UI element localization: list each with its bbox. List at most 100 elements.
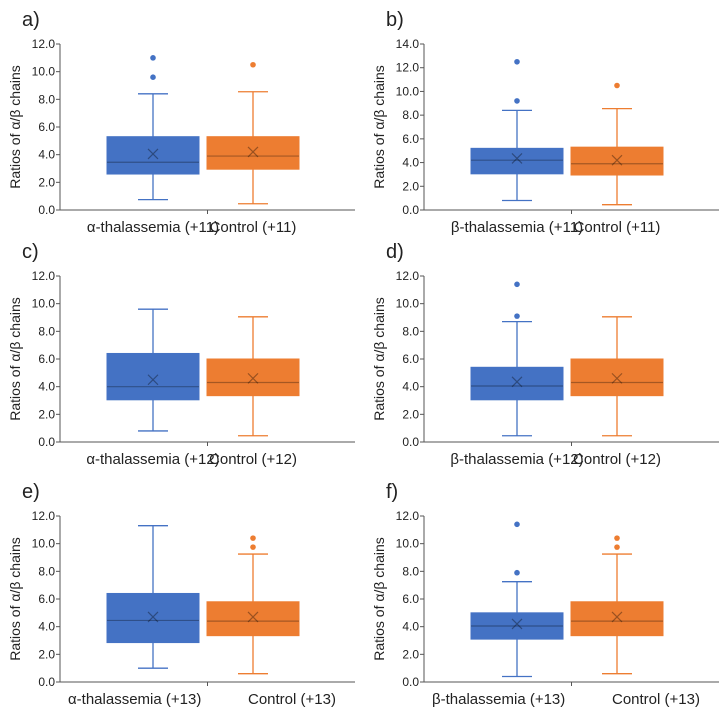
- mean-marker: [511, 618, 523, 630]
- mean-marker: [147, 148, 159, 160]
- y-tick-label: 4.0: [38, 380, 55, 394]
- y-tick-label: 6.0: [38, 352, 55, 366]
- mean-marker: [147, 374, 159, 386]
- box-iqr: [570, 146, 664, 176]
- x-category-label: β-thalassemia (+12): [450, 451, 583, 468]
- y-tick-label: 12.0: [32, 37, 56, 51]
- y-tick-label: 12.0: [396, 269, 420, 283]
- mean-marker: [247, 611, 259, 623]
- mean-marker: [611, 611, 623, 623]
- y-tick-label: 8.0: [402, 324, 419, 338]
- y-tick-label: 12.0: [396, 61, 420, 75]
- panel-label: a): [22, 9, 40, 31]
- x-category-label: α-thalassemia (+12): [86, 451, 219, 468]
- y-tick-label: 12.0: [32, 269, 56, 283]
- outlier-point: [150, 55, 156, 61]
- y-tick-label: 12.0: [32, 509, 56, 523]
- outlier-point: [614, 535, 620, 541]
- y-axis-label: Ratios of α/β chains: [7, 65, 23, 189]
- y-tick-label: 8.0: [38, 324, 55, 338]
- y-tick-label: 8.0: [38, 92, 55, 106]
- y-tick-label: 0.0: [38, 435, 55, 449]
- x-category-label: Control (+13): [612, 691, 700, 708]
- y-tick-label: 6.0: [402, 352, 419, 366]
- y-tick-label: 10.0: [396, 84, 420, 98]
- y-tick-label: 8.0: [402, 108, 419, 122]
- y-tick-label: 0.0: [38, 675, 55, 689]
- mean-marker: [511, 376, 523, 388]
- y-tick-label: 2.0: [38, 647, 55, 661]
- outlier-point: [514, 313, 520, 319]
- outlier-point: [250, 535, 256, 541]
- outlier-point: [514, 281, 520, 288]
- x-category-label: α-thalassemia (+11): [87, 219, 219, 236]
- outlier-point: [514, 98, 520, 104]
- x-category-label: Control (+11): [210, 219, 297, 236]
- y-axis-label: Ratios of α/β chains: [371, 537, 387, 661]
- outlier-point: [514, 521, 520, 528]
- y-tick-label: 2.0: [402, 647, 419, 661]
- x-category-label: Control (+13): [248, 691, 336, 708]
- y-axis-label: Ratios of α/β chains: [7, 537, 23, 661]
- y-tick-label: 2.0: [38, 407, 55, 421]
- mean-marker: [611, 372, 623, 384]
- y-tick-label: 4.0: [38, 620, 55, 634]
- x-category-label: β-thalassemia (+11): [451, 219, 583, 236]
- y-tick-label: 10.0: [396, 297, 420, 311]
- y-tick-label: 4.0: [402, 380, 419, 394]
- y-tick-label: 10.0: [32, 65, 56, 79]
- outlier-point: [614, 82, 620, 89]
- y-tick-label: 14.0: [396, 37, 420, 51]
- x-category-label: Control (+11): [574, 219, 661, 236]
- y-axis-label: Ratios of α/β chains: [371, 65, 387, 189]
- panel-label: d): [386, 241, 404, 263]
- box-iqr: [206, 601, 300, 637]
- panel-a: a) Ratios of α/β chains 0.0 2.0 4.0 6.0 8.0 10.…: [0, 0, 364, 240]
- y-tick-label: 8.0: [402, 564, 419, 578]
- y-axis-label: Ratios of α/β chains: [371, 297, 387, 421]
- box-iqr: [570, 601, 664, 637]
- panel-label: b): [386, 9, 404, 31]
- box-iqr: [106, 592, 200, 644]
- panel-e: e) Ratios of α/β chains 0.0 2.0 4.0 6.0 8.0 10.…: [0, 472, 364, 712]
- y-tick-label: 2.0: [402, 407, 419, 421]
- y-tick-label: 0.0: [402, 435, 419, 449]
- box-iqr: [206, 136, 300, 170]
- x-category-label: β-thalassemia (+13): [432, 691, 565, 708]
- y-tick-label: 4.0: [402, 156, 419, 170]
- y-tick-label: 6.0: [38, 592, 55, 606]
- box-iqr: [106, 136, 200, 175]
- box-iqr: [570, 358, 664, 397]
- box-iqr: [106, 352, 200, 401]
- y-tick-label: 4.0: [38, 148, 55, 162]
- x-category-label: α-thalassemia (+13): [68, 691, 201, 708]
- y-tick-label: 12.0: [396, 509, 420, 523]
- mean-marker: [247, 372, 259, 384]
- panel-label: e): [22, 481, 40, 503]
- x-category-label: Control (+12): [209, 451, 297, 468]
- panel-c: c) Ratios of α/β chains 0.0 2.0 4.0 6.0 8.0 10.…: [0, 232, 364, 472]
- x-category-label: Control (+12): [573, 451, 661, 468]
- outlier-point: [514, 569, 520, 576]
- y-tick-label: 10.0: [32, 537, 56, 551]
- box-iqr: [470, 612, 564, 640]
- mean-marker: [611, 154, 623, 166]
- panel-label: f): [386, 481, 398, 503]
- y-tick-label: 0.0: [38, 203, 55, 217]
- y-tick-label: 4.0: [402, 620, 419, 634]
- outlier-point: [614, 544, 620, 550]
- panel-label: c): [22, 241, 39, 263]
- panel-f: f) Ratios of α/β chains 0.0 2.0 4.0 6.0 8.0 10.…: [364, 472, 727, 712]
- y-tick-label: 8.0: [38, 564, 55, 578]
- y-tick-label: 6.0: [402, 132, 419, 146]
- outlier-point: [250, 61, 256, 68]
- panel-d: d) Ratios of α/β chains 0.0 2.0 4.0 6.0 8.0 10.…: [364, 232, 727, 472]
- y-tick-label: 0.0: [402, 203, 419, 217]
- box-iqr: [470, 366, 564, 401]
- mean-marker: [247, 146, 259, 158]
- y-tick-label: 2.0: [38, 175, 55, 189]
- mean-marker: [147, 611, 159, 623]
- y-axis-label: Ratios of α/β chains: [7, 297, 23, 421]
- y-tick-label: 0.0: [402, 675, 419, 689]
